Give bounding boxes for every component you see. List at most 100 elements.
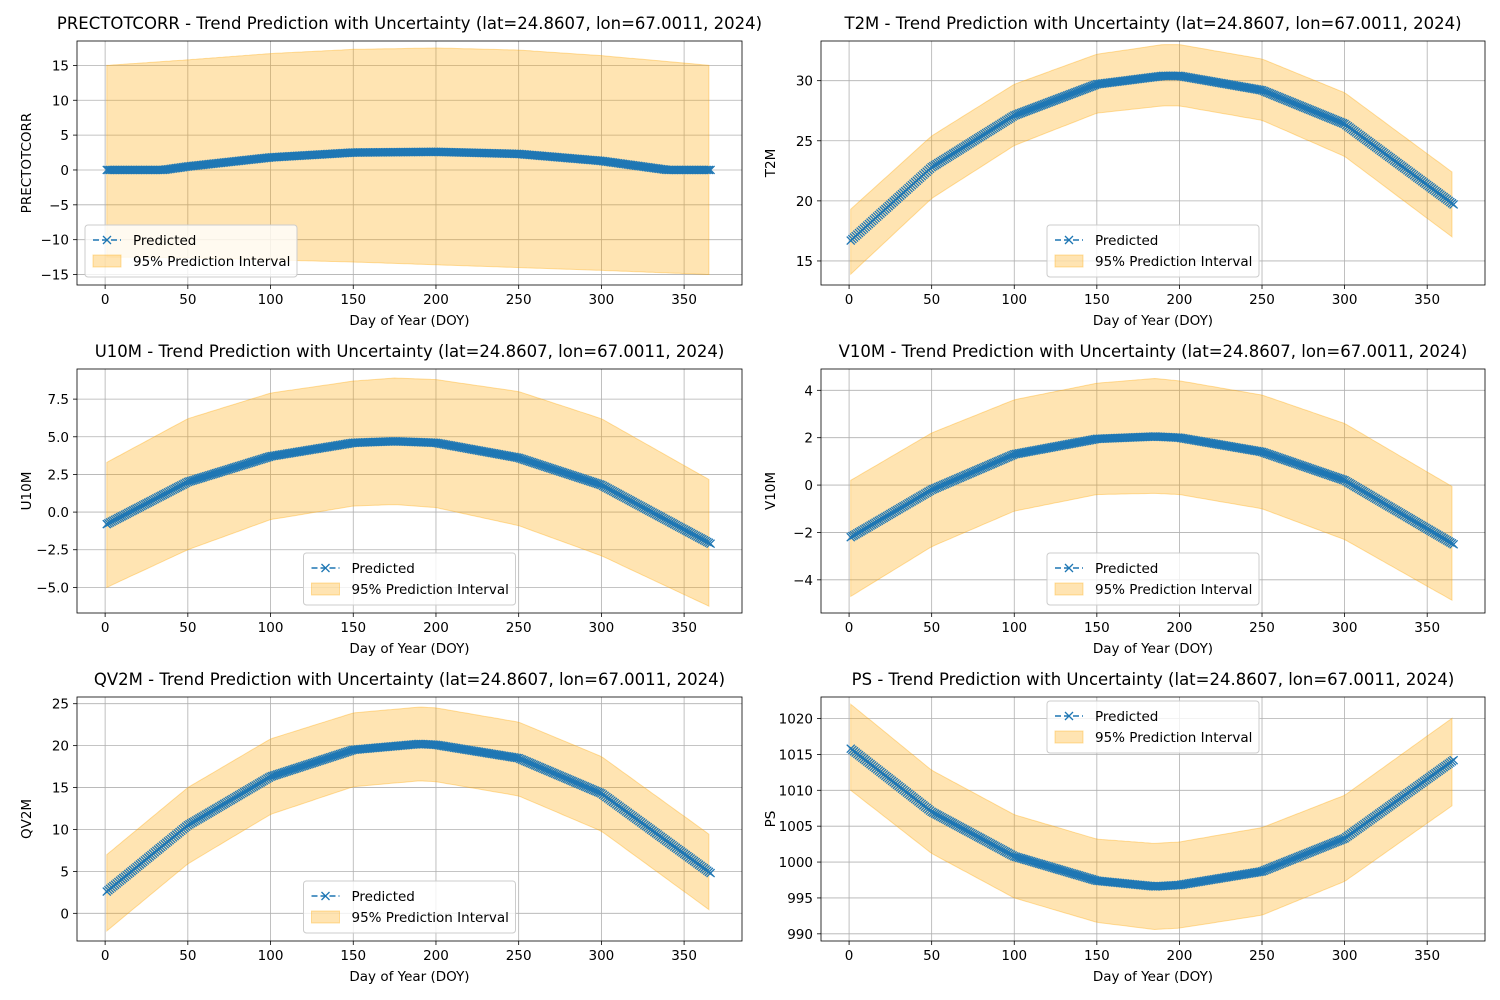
y-tick-label: −4 bbox=[793, 573, 813, 589]
predicted-marker bbox=[1075, 871, 1085, 881]
predicted-marker bbox=[332, 750, 342, 760]
y-tick-label: −5.0 bbox=[36, 580, 69, 596]
predicted-marker bbox=[524, 456, 534, 466]
predicted-marker bbox=[1069, 869, 1079, 879]
legend-marker-icon bbox=[1064, 563, 1074, 573]
predicted-marker bbox=[1072, 870, 1082, 880]
y-tick-label: 5.0 bbox=[48, 430, 69, 446]
predicted-marker bbox=[540, 462, 550, 471]
x-tick-label: 200 bbox=[423, 620, 449, 636]
predicted-marker bbox=[297, 762, 307, 771]
predicted-markers bbox=[846, 744, 1459, 891]
predicted-marker bbox=[1051, 864, 1061, 873]
predicted-marker bbox=[568, 471, 578, 481]
predicted-marker bbox=[514, 453, 524, 463]
predicted-marker bbox=[1034, 859, 1044, 869]
predicted-marker bbox=[553, 466, 563, 476]
y-tick-label: 10 bbox=[52, 93, 69, 109]
legend-label-predicted: Predicted bbox=[1095, 709, 1158, 725]
predicted-marker bbox=[1067, 868, 1077, 878]
predicted-marker bbox=[282, 766, 292, 776]
x-tick-label: 350 bbox=[1414, 948, 1440, 964]
predicted-marker bbox=[702, 165, 712, 175]
legend-label-predicted: Predicted bbox=[133, 233, 196, 249]
x-axis-label: Day of Year (DOY) bbox=[349, 969, 469, 985]
predicted-marker bbox=[257, 454, 267, 464]
predicted-marker bbox=[1255, 447, 1265, 457]
y-tick-label: 1000 bbox=[779, 855, 813, 871]
y-tick-label: 25 bbox=[52, 697, 69, 713]
axes-frame bbox=[820, 40, 1486, 286]
x-tick-label: 0 bbox=[101, 620, 110, 636]
predicted-marker bbox=[1061, 866, 1070, 876]
predicted-marker bbox=[527, 457, 537, 467]
predicted-marker bbox=[552, 465, 562, 475]
predicted-marker bbox=[310, 757, 320, 767]
predicted-marker bbox=[271, 770, 280, 780]
predicted-marker bbox=[337, 749, 347, 759]
predicted-marker bbox=[226, 464, 236, 474]
subplot-4: 0 50 100 150 200 250 300 350 −4 −2 0 2 4 V10M - Trend… bbox=[763, 342, 1486, 657]
x-tick-label: 50 bbox=[923, 292, 940, 308]
predicted-marker bbox=[570, 471, 580, 481]
legend-marker-icon bbox=[1064, 711, 1074, 721]
predicted-marker bbox=[198, 472, 208, 482]
legend: Predicted 95% Prediction Interval bbox=[1046, 700, 1260, 754]
predicted-marker bbox=[290, 764, 300, 774]
predicted-marker bbox=[1013, 852, 1023, 862]
legend: Predicted 95% Prediction Interval bbox=[303, 880, 516, 934]
y-axis-label: PRECTOTCORR bbox=[19, 113, 35, 214]
prediction-interval-band bbox=[106, 377, 710, 607]
predicted-marker bbox=[1032, 858, 1042, 868]
legend-label-interval: 95% Prediction Interval bbox=[1095, 730, 1252, 746]
legend-box bbox=[1046, 552, 1260, 606]
predicted-marker bbox=[542, 462, 552, 472]
predicted-marker bbox=[1029, 857, 1039, 867]
x-tick-label: 0 bbox=[845, 948, 854, 964]
predicted-marker bbox=[209, 469, 219, 479]
x-tick-label: 350 bbox=[671, 292, 697, 308]
x-tick-label: 350 bbox=[671, 948, 697, 964]
y-tick-label: 0 bbox=[60, 906, 69, 922]
predicted-marker bbox=[1255, 85, 1265, 95]
predicted-marker bbox=[577, 474, 586, 483]
predicted-marker bbox=[327, 752, 337, 762]
legend: Predicted 95% Prediction Interval bbox=[84, 224, 298, 278]
y-axis-label: U10M bbox=[19, 472, 35, 511]
y-tick-label: 10 bbox=[52, 822, 69, 838]
predicted-marker bbox=[593, 479, 603, 489]
predicted-marker bbox=[259, 453, 269, 463]
predicted-marker bbox=[520, 455, 530, 465]
chart-title: PS - Trend Prediction with Uncertainty (… bbox=[852, 670, 1455, 689]
predicted-marker bbox=[1056, 865, 1065, 875]
predicted-marker bbox=[213, 468, 223, 478]
prediction-interval-band bbox=[106, 706, 710, 932]
legend-band-swatch bbox=[1054, 582, 1084, 596]
predicted-marker bbox=[199, 472, 209, 482]
predicted-marker bbox=[252, 455, 262, 465]
x-tick-label: 0 bbox=[845, 292, 854, 308]
predicted-marker bbox=[539, 461, 548, 471]
predicted-marker bbox=[242, 459, 252, 468]
x-tick-label: 150 bbox=[1084, 948, 1110, 964]
predicted-marker bbox=[563, 469, 573, 479]
x-tick-label: 350 bbox=[1414, 292, 1440, 308]
predicted-marker bbox=[267, 771, 277, 781]
predicted-marker bbox=[208, 469, 218, 479]
predicted-marker bbox=[302, 760, 312, 770]
x-tick-label: 300 bbox=[1332, 292, 1358, 308]
predicted-marker bbox=[247, 457, 257, 467]
chart-title: QV2M - Trend Prediction with Uncertainty… bbox=[94, 670, 725, 689]
x-tick-label: 100 bbox=[1001, 292, 1027, 308]
axes-frame bbox=[76, 40, 743, 286]
legend-label-predicted: Predicted bbox=[1095, 233, 1158, 249]
predicted-marker bbox=[203, 471, 213, 481]
y-tick-label: 1010 bbox=[779, 783, 813, 799]
x-tick-label: 200 bbox=[1167, 620, 1193, 636]
predicted-marker bbox=[1036, 859, 1046, 869]
legend-band-swatch bbox=[1054, 730, 1084, 744]
y-tick-label: 0.0 bbox=[48, 505, 69, 521]
x-tick-label: 100 bbox=[1001, 948, 1027, 964]
predicted-marker bbox=[1037, 860, 1047, 870]
